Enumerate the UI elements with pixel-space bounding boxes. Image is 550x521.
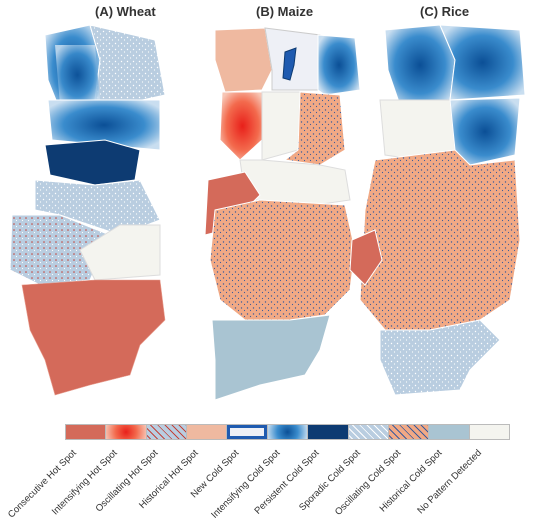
wheat-region-persistent [44, 139, 141, 186]
legend-label-intensifying-cold: Intensifying Cold Spot [208, 447, 282, 521]
maize-region-historical-hot [214, 27, 273, 93]
legend-bar [65, 424, 510, 440]
legend-swatch-historical-cold [429, 425, 470, 439]
rice-region-oscillating-cold [359, 149, 521, 331]
rice-region-sporadic-cold [379, 319, 501, 396]
legend-swatch-historical-hot [187, 425, 228, 439]
legend-swatch-oscillating-hot [146, 425, 188, 439]
maize-region-oscillating-cold-south [209, 199, 356, 321]
maize-region-north-east [317, 34, 361, 96]
map-maize [204, 27, 361, 401]
map-rice [349, 24, 526, 396]
maize-region-historical-cold [211, 314, 331, 401]
map-wheat [9, 24, 166, 396]
legend-swatch-persistent-cold [308, 425, 349, 439]
rice-region-north-west [384, 24, 456, 106]
legend-swatch-sporadic-cold [348, 425, 389, 439]
legend-swatch-new-cold [227, 425, 268, 439]
legend-swatch-no-pattern [469, 425, 509, 439]
maize-region-intensifying-hot [219, 91, 266, 161]
maize-new-cold-spot [282, 47, 297, 81]
rice-region-consecutive-hot [349, 229, 383, 286]
rice-region-north-east [439, 24, 526, 101]
wheat-region-north-east [89, 24, 166, 106]
legend-swatch-intensifying-cold [267, 425, 309, 439]
wheat-region-oscillating [9, 214, 111, 286]
wheat-region-south [21, 279, 166, 396]
legend-swatch-oscillating-cold [388, 425, 430, 439]
wheat-region-center-north [47, 99, 161, 151]
panel-title-rice: (C) Rice [420, 4, 470, 19]
maize-region-center-north [261, 91, 301, 161]
panel-title-maize: (B) Maize [256, 4, 314, 19]
legend-label-consecutive-hot: Consecutive Hot Spot [6, 447, 79, 521]
wheat-region-no-pattern [79, 224, 161, 281]
rice-region-intensifying-cold [449, 97, 521, 166]
wheat-region-north-central [55, 45, 100, 105]
maps-canvas [9, 24, 526, 401]
panel-title-wheat: (A) Wheat [95, 4, 156, 19]
legend-swatch-intensifying-hot [106, 425, 147, 439]
legend-swatch-consecutive-hot [66, 425, 107, 439]
